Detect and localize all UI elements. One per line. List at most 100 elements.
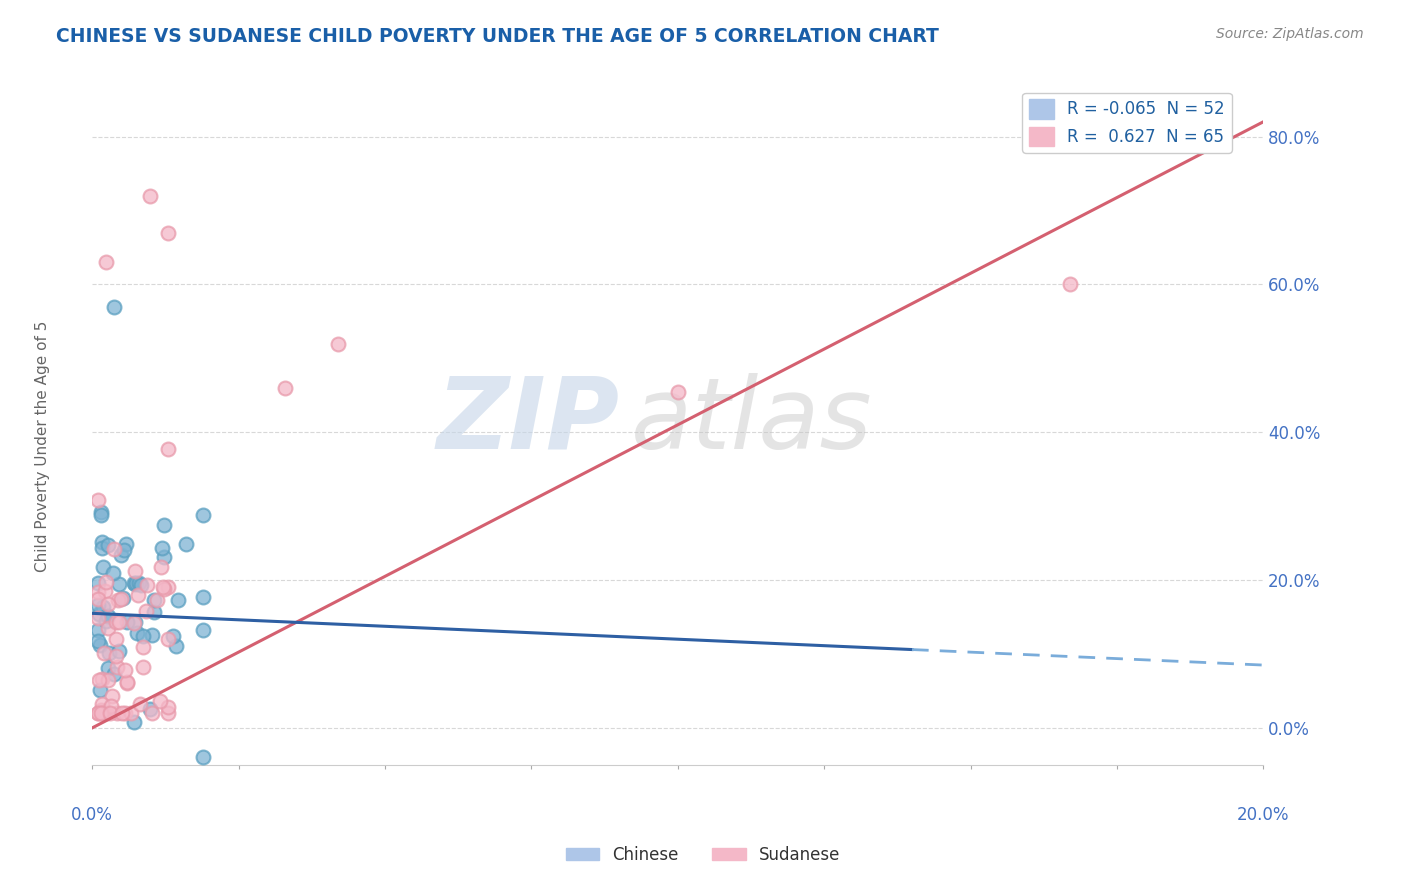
Point	[103, 566, 125, 580]
Point	[97, 609, 120, 624]
Point	[98, 646, 121, 660]
Legend: R = -0.065  N = 52, R =  0.627  N = 65: R = -0.065 N = 52, R = 0.627 N = 65	[1022, 93, 1232, 153]
Point	[89, 638, 111, 652]
Point	[666, 384, 689, 399]
Point	[135, 577, 157, 591]
Point	[94, 255, 117, 269]
Point	[90, 508, 112, 523]
Point	[157, 632, 180, 646]
Point	[166, 593, 188, 607]
Point	[125, 625, 148, 640]
Point	[132, 640, 155, 655]
Point	[91, 599, 114, 614]
Point	[89, 683, 111, 698]
Point	[132, 629, 155, 643]
Point	[162, 630, 184, 644]
Point	[127, 588, 149, 602]
Point	[128, 576, 150, 591]
Point	[124, 615, 146, 629]
Point	[110, 591, 132, 606]
Point	[97, 661, 120, 675]
Point	[94, 574, 117, 589]
Point	[100, 699, 122, 714]
Point	[193, 623, 215, 637]
Point	[90, 541, 112, 555]
Point	[87, 611, 110, 625]
Point	[157, 226, 180, 240]
Point	[165, 639, 187, 653]
Point	[176, 537, 198, 551]
Point	[139, 702, 162, 716]
Point	[103, 667, 125, 681]
Point	[117, 676, 139, 690]
Point	[97, 538, 120, 552]
Point	[157, 580, 180, 594]
Text: 0.0%: 0.0%	[72, 805, 112, 823]
Point	[87, 576, 110, 591]
Point	[131, 660, 153, 674]
Point	[110, 549, 132, 563]
Point	[100, 689, 122, 703]
Point	[93, 647, 115, 661]
Point	[87, 585, 110, 599]
Point	[141, 627, 163, 641]
Point	[90, 706, 112, 720]
Point	[150, 560, 173, 574]
Point	[157, 442, 180, 457]
Point	[103, 300, 125, 314]
Point	[124, 564, 146, 578]
Point	[87, 591, 110, 606]
Point	[128, 698, 150, 712]
Point	[153, 582, 176, 597]
Point	[94, 583, 117, 598]
Point	[149, 693, 172, 707]
Point	[93, 559, 115, 574]
Point	[98, 706, 121, 720]
Point	[105, 706, 128, 720]
Point	[89, 673, 111, 688]
Point	[90, 505, 112, 519]
Point	[120, 706, 142, 720]
Point	[153, 549, 176, 564]
Point	[87, 623, 110, 637]
Point	[87, 598, 110, 612]
Point	[94, 614, 117, 628]
Point	[87, 493, 110, 508]
Point	[108, 644, 131, 658]
Point	[93, 706, 115, 720]
Point	[122, 714, 145, 729]
Point	[114, 706, 136, 720]
Point	[326, 336, 349, 351]
Point	[124, 577, 146, 591]
Point	[97, 597, 120, 611]
Point	[143, 592, 166, 607]
Point	[150, 541, 173, 555]
Point	[125, 575, 148, 590]
Point	[108, 615, 131, 630]
Point	[97, 622, 120, 636]
Point	[114, 663, 136, 677]
Point	[142, 605, 165, 619]
Point	[107, 593, 129, 607]
Point	[141, 706, 163, 720]
Point	[105, 648, 128, 663]
Point	[152, 581, 174, 595]
Point	[87, 706, 110, 720]
Point	[90, 672, 112, 686]
Point	[193, 590, 215, 604]
Point	[193, 508, 215, 522]
Point	[139, 188, 162, 202]
Point	[115, 615, 138, 629]
Point	[145, 593, 167, 607]
Point	[103, 542, 125, 557]
Point	[90, 706, 112, 720]
Point	[107, 577, 129, 591]
Point	[112, 542, 135, 557]
Point	[157, 700, 180, 714]
Point	[90, 703, 112, 717]
Text: CHINESE VS SUDANESE CHILD POVERTY UNDER THE AGE OF 5 CORRELATION CHART: CHINESE VS SUDANESE CHILD POVERTY UNDER …	[56, 27, 939, 45]
Point	[193, 750, 215, 764]
Point	[87, 706, 110, 720]
Point	[111, 706, 134, 720]
Point	[105, 660, 128, 674]
